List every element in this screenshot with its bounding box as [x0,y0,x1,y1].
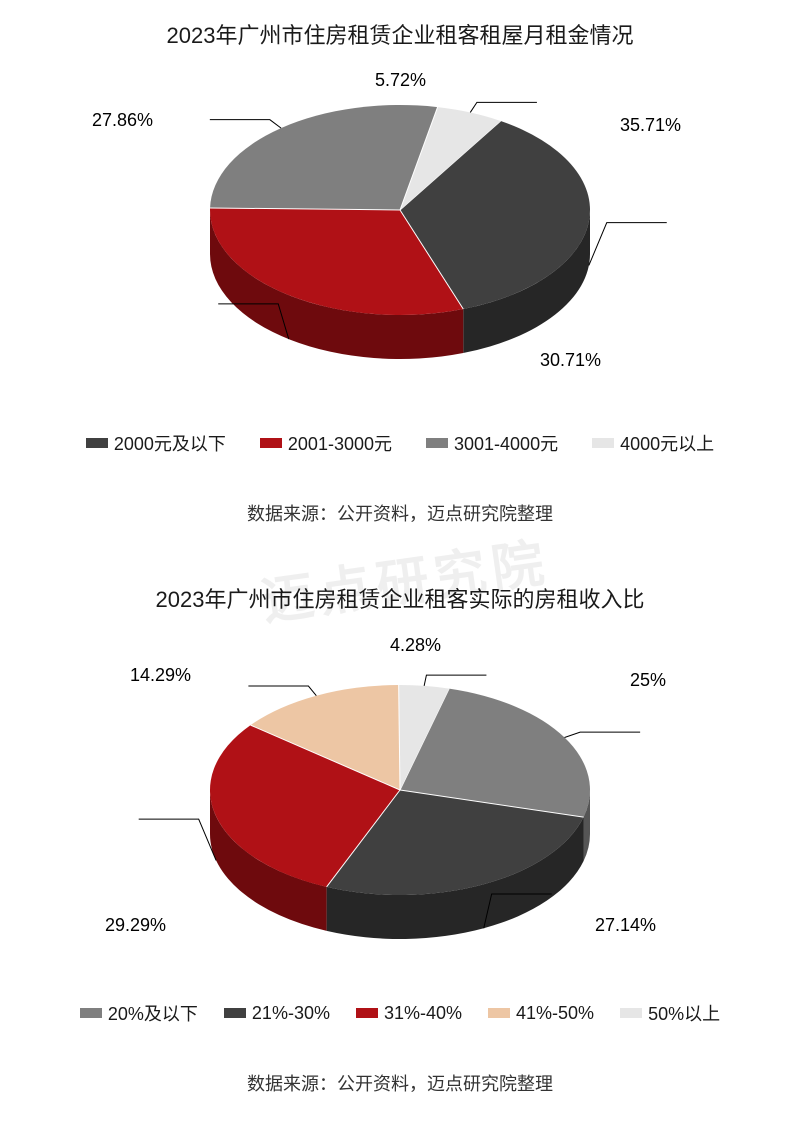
chart1-legend-3: 4000元以上 [592,430,714,456]
chart2-legend-1-label: 21%-30% [252,1003,330,1024]
chart1-pie [0,50,800,410]
swatch-icon [426,438,448,448]
chart1-label-1: 30.71% [540,350,601,371]
chart1-source: 数据来源：公开资料，迈点研究院整理 [0,500,800,526]
chart1-legend-1-label: 2001-3000元 [288,430,392,456]
chart1-legend-1: 2001-3000元 [260,430,392,456]
chart1-legend: 2000元及以下 2001-3000元 3001-4000元 4000元以上 [0,430,800,456]
chart1-legend-3-label: 4000元以上 [620,430,714,456]
chart2-legend-0-label: 20%及以下 [108,1000,198,1026]
chart1-block: 2023年广州市住房租赁企业租客租屋月租金情况 35.71% 30.71% 27… [0,0,800,560]
chart1-legend-0: 2000元及以下 [86,430,226,456]
chart2-legend-3-label: 41%-50% [516,1003,594,1024]
swatch-icon [620,1008,642,1018]
chart2-label-2: 29.29% [105,915,166,936]
chart1-label-2: 27.86% [92,110,153,131]
swatch-icon [260,438,282,448]
chart2-label-3: 14.29% [130,665,191,686]
chart2-legend-4: 50%以上 [620,1000,720,1026]
chart1-legend-2-label: 3001-4000元 [454,430,558,456]
swatch-icon [488,1008,510,1018]
chart2-legend-3: 41%-50% [488,1003,594,1024]
swatch-icon [224,1008,246,1018]
chart2-label-1: 27.14% [595,915,656,936]
chart2-label-4: 4.28% [390,635,441,656]
chart1-legend-0-label: 2000元及以下 [114,430,226,456]
page: 迈点研究院 2023年广州市住房租赁企业租客租屋月租金情况 35.71% 30.… [0,0,800,1136]
chart2-label-0: 25% [630,670,666,691]
swatch-icon [592,438,614,448]
chart1-label-3: 5.72% [375,70,426,91]
swatch-icon [86,438,108,448]
chart2-legend-1: 21%-30% [224,1003,330,1024]
chart2-legend: 20%及以下 21%-30% 31%-40% 41%-50% 50%以上 [0,1000,800,1026]
chart2-legend-2: 31%-40% [356,1003,462,1024]
chart2-legend-4-label: 50%以上 [648,1000,720,1026]
chart2-source: 数据来源：公开资料，迈点研究院整理 [0,1070,800,1096]
chart2-title: 2023年广州市住房租赁企业租客实际的房租收入比 [0,582,800,614]
swatch-icon [80,1008,102,1018]
chart1-legend-2: 3001-4000元 [426,430,558,456]
swatch-icon [356,1008,378,1018]
chart1-label-0: 35.71% [620,115,681,136]
chart2-legend-2-label: 31%-40% [384,1003,462,1024]
chart2-legend-0: 20%及以下 [80,1000,198,1026]
chart1-title: 2023年广州市住房租赁企业租客租屋月租金情况 [0,18,800,50]
chart2-block: 2023年广州市住房租赁企业租客实际的房租收入比 25% 27.14% 29.2… [0,560,800,1136]
